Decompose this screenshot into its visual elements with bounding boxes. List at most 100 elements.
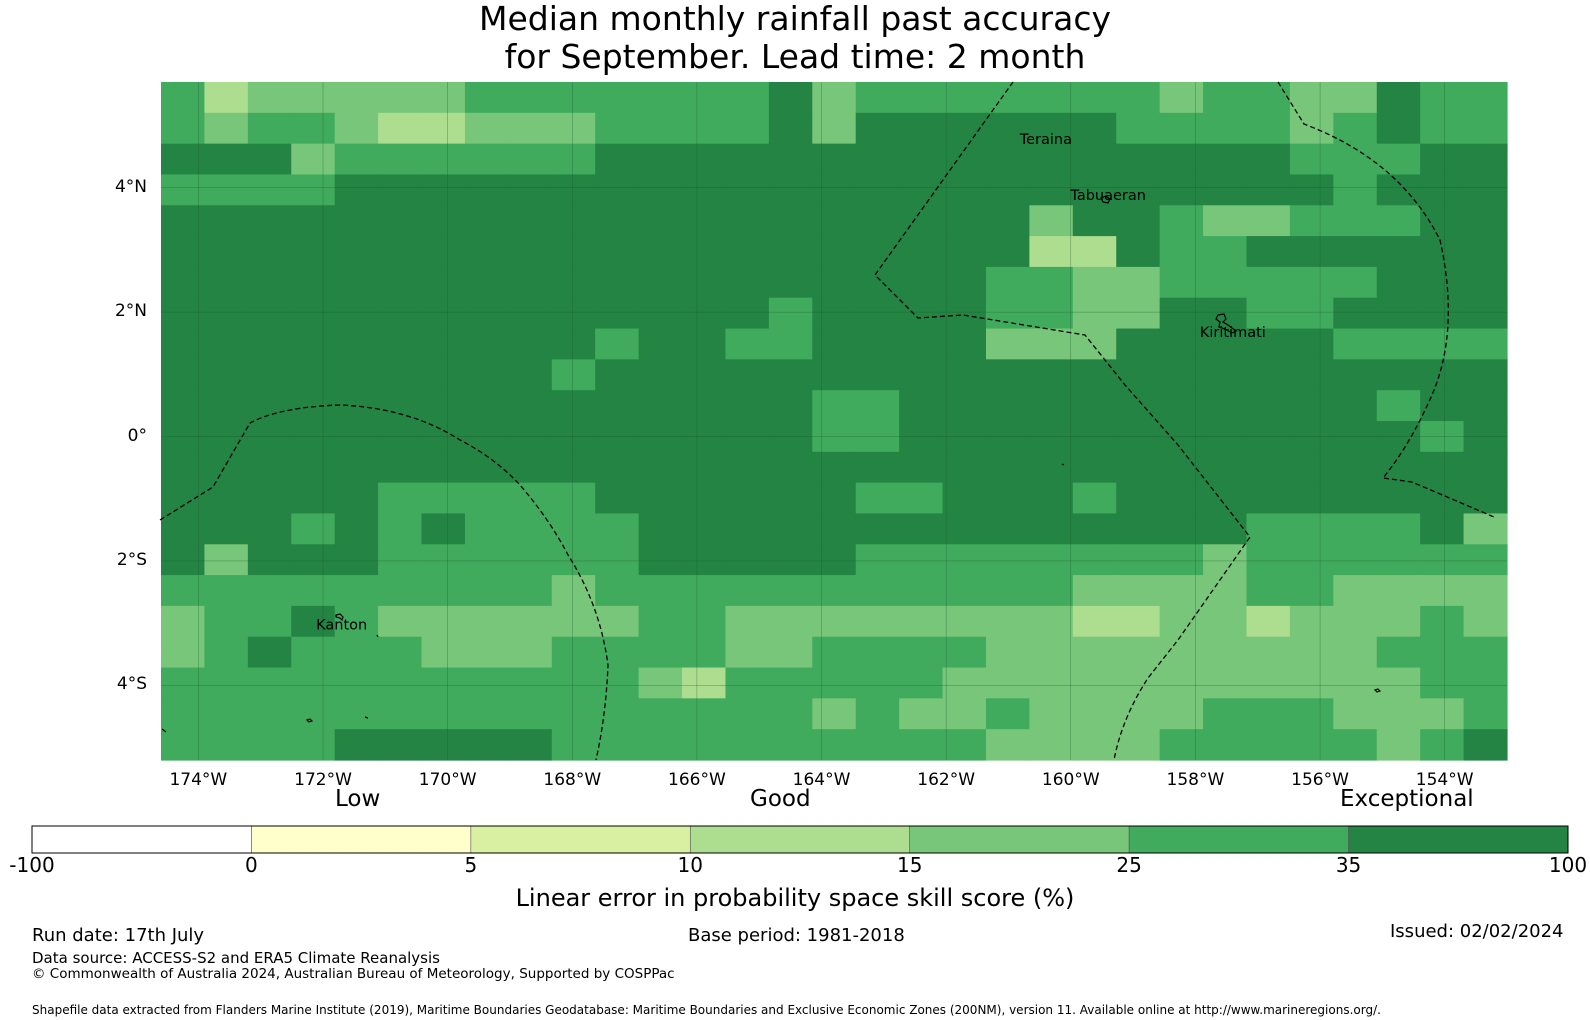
grid-cell — [1116, 513, 1161, 545]
grid-cell — [1289, 236, 1334, 268]
grid-cell — [1376, 513, 1421, 545]
grid-cell — [464, 636, 509, 669]
grid-cell — [1420, 143, 1465, 176]
grid-cell — [1289, 82, 1334, 114]
grid-cell — [899, 482, 944, 515]
grid-cell — [855, 236, 900, 268]
grid-cell — [334, 205, 379, 237]
grid-cell — [812, 575, 857, 607]
grid-cell — [247, 605, 292, 638]
grid-cell — [1376, 359, 1421, 391]
grid-cell — [768, 544, 813, 576]
grid-cell — [1246, 328, 1291, 360]
grid-cell — [508, 82, 553, 114]
grid-cell — [899, 667, 944, 699]
grid-cell — [1333, 451, 1378, 484]
grid-cell — [768, 359, 813, 391]
grid-cell — [812, 205, 857, 237]
grid-cell — [595, 390, 640, 422]
grid-cell — [1463, 575, 1508, 607]
grid-cell — [204, 482, 249, 515]
grid-cell — [682, 605, 727, 638]
grid-cell — [1116, 482, 1161, 515]
grid-cell — [985, 698, 1030, 730]
grid-cell — [291, 667, 336, 699]
grid-cell — [682, 266, 727, 299]
grid-cell — [551, 359, 596, 391]
grid-cell — [334, 328, 379, 360]
grid-cell — [334, 236, 379, 268]
grid-cell — [942, 482, 987, 515]
grid-cell — [464, 143, 509, 176]
grid-cell — [508, 297, 553, 330]
grid-cell — [1203, 205, 1248, 237]
grid-cell — [1289, 667, 1334, 699]
grid-cell — [1203, 729, 1248, 761]
grid-cell — [247, 236, 292, 268]
grid-cell — [855, 112, 900, 145]
grid-cell — [855, 482, 900, 515]
grid-cell — [334, 605, 379, 638]
category-exceptional: Exceptional — [1340, 786, 1474, 812]
grid-cell — [1289, 297, 1334, 330]
grid-cell — [1246, 636, 1291, 669]
grid-cell — [1333, 82, 1378, 114]
grid-cell — [725, 667, 770, 699]
grid-cell — [1463, 297, 1508, 330]
grid-cell — [812, 82, 857, 114]
grid-cell — [378, 605, 423, 638]
grid-cell — [768, 297, 813, 330]
grid-cell — [1116, 236, 1161, 268]
grid-cell — [1029, 698, 1074, 730]
grid-cell — [1246, 451, 1291, 484]
grid-cell — [1246, 205, 1291, 237]
grid-cell — [421, 636, 466, 669]
grid-cell — [291, 359, 336, 391]
grid-cell — [1072, 482, 1117, 515]
grid-cell — [855, 698, 900, 730]
grid-cell — [942, 575, 987, 607]
lon-tick-label: 156°W — [1291, 770, 1349, 790]
grid-cell — [1246, 236, 1291, 268]
grid-cell — [682, 451, 727, 484]
grid-cell — [291, 729, 336, 761]
grid-cell — [768, 698, 813, 730]
skill-grid-cells — [161, 82, 1508, 761]
grid-cell — [1159, 698, 1204, 730]
grid-cell — [204, 236, 249, 268]
grid-cell — [508, 236, 553, 268]
grid-cell — [855, 82, 900, 114]
grid-cell — [464, 205, 509, 237]
lon-tick-label: 160°W — [1041, 770, 1100, 790]
lat-tick-label: 2°N — [114, 301, 147, 322]
base-period: Base period: 1981-2018 — [688, 925, 905, 946]
grid-cell — [1029, 605, 1074, 638]
grid-cell — [1420, 328, 1465, 360]
grid-cell — [464, 390, 509, 422]
grid-cell — [899, 544, 944, 576]
grid-cell — [551, 174, 596, 206]
grid-cell — [334, 390, 379, 422]
grid-cell — [378, 266, 423, 299]
grid-cell — [1116, 143, 1161, 176]
grid-cell — [855, 513, 900, 545]
grid-cell — [638, 482, 683, 515]
grid-cell — [1333, 390, 1378, 422]
grid-cell — [464, 544, 509, 576]
grid-cell — [1289, 729, 1334, 761]
colorbar-bin — [1348, 825, 1569, 854]
grid-cell — [551, 544, 596, 576]
grid-cell — [595, 482, 640, 515]
grid-cell — [725, 544, 770, 576]
grid-cell — [334, 636, 379, 669]
grid-cell — [1333, 605, 1378, 638]
grid-cell — [985, 266, 1030, 299]
grid-cell — [378, 205, 423, 237]
grid-cell — [855, 605, 900, 638]
grid-cell — [1203, 698, 1248, 730]
grid-cell — [291, 82, 336, 114]
grid-cell — [768, 143, 813, 176]
grid-cell — [682, 390, 727, 422]
grid-cell — [1203, 112, 1248, 145]
eez-boundary-line-islands-west — [874, 81, 1251, 761]
